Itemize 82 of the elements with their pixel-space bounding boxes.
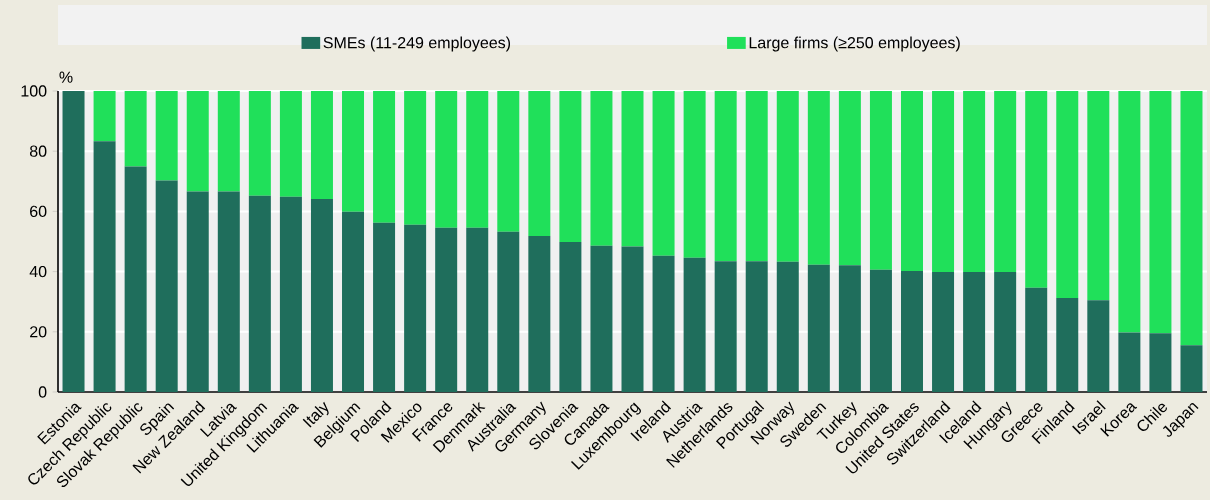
bar [838,265,861,392]
bar [124,166,147,392]
bar [714,261,737,392]
bar [186,91,209,192]
bar [963,271,986,392]
bar [497,231,520,392]
bar [838,91,861,266]
y-axis-title: % [59,71,73,83]
bar [1180,345,1203,392]
bar [93,141,116,392]
bar [1149,333,1172,392]
bar [559,91,582,243]
bar [807,91,830,265]
bar [932,271,955,392]
bar [279,91,302,197]
bar [310,91,333,200]
bar [776,261,799,392]
bar [528,236,551,392]
bar [279,196,302,392]
bar [1087,300,1110,392]
bar [248,195,271,392]
bar [559,242,582,392]
bar [497,91,520,232]
bar [93,91,116,142]
bar [683,257,706,392]
bar [994,91,1017,272]
bar [900,271,923,392]
y-tick-label: 80 [29,145,47,157]
bar [963,91,986,272]
bar [683,91,706,258]
bar [652,255,675,392]
legend-label: SMEs (11-249 employees) [323,36,511,52]
bar [590,245,613,392]
bar [404,91,427,225]
bar [869,269,892,392]
bar [217,91,240,192]
y-tick-label: 100 [21,85,47,97]
bar [373,91,396,223]
bar [155,180,178,392]
bar [342,91,365,212]
legend-label: Large firms (≥250 employees) [749,36,960,52]
bar [1025,91,1048,288]
y-tick-label: 40 [29,265,47,278]
bar [466,91,489,228]
bar [435,227,458,392]
bar [776,91,799,262]
bar [621,246,644,392]
bar [652,91,675,256]
bar [1180,91,1203,346]
bar [745,261,768,392]
bar [1087,91,1110,301]
bar [900,91,923,271]
bar [342,211,365,392]
bar [155,91,178,181]
y-tick-label: 0 [38,386,47,398]
bar [745,91,768,262]
bar [1149,91,1172,334]
bar [1025,287,1048,392]
bar [186,191,209,392]
bar [528,91,551,237]
bar [590,91,613,246]
bar [994,271,1017,392]
bar [869,91,892,270]
bar [62,91,85,392]
bar [1118,332,1141,392]
bar [404,224,427,392]
bar [466,227,489,392]
bar [807,264,830,392]
bar [248,91,271,196]
bar [714,91,737,262]
bar [435,91,458,228]
bar [1056,91,1079,299]
bar [932,91,955,272]
bar [1056,298,1079,392]
bar [310,199,333,392]
y-tick-label: 20 [30,326,47,338]
y-tick-label: 60 [30,205,47,218]
bar [373,222,396,392]
bar [217,191,240,392]
bar [124,91,147,167]
bar [621,91,644,247]
bar [1118,91,1141,333]
